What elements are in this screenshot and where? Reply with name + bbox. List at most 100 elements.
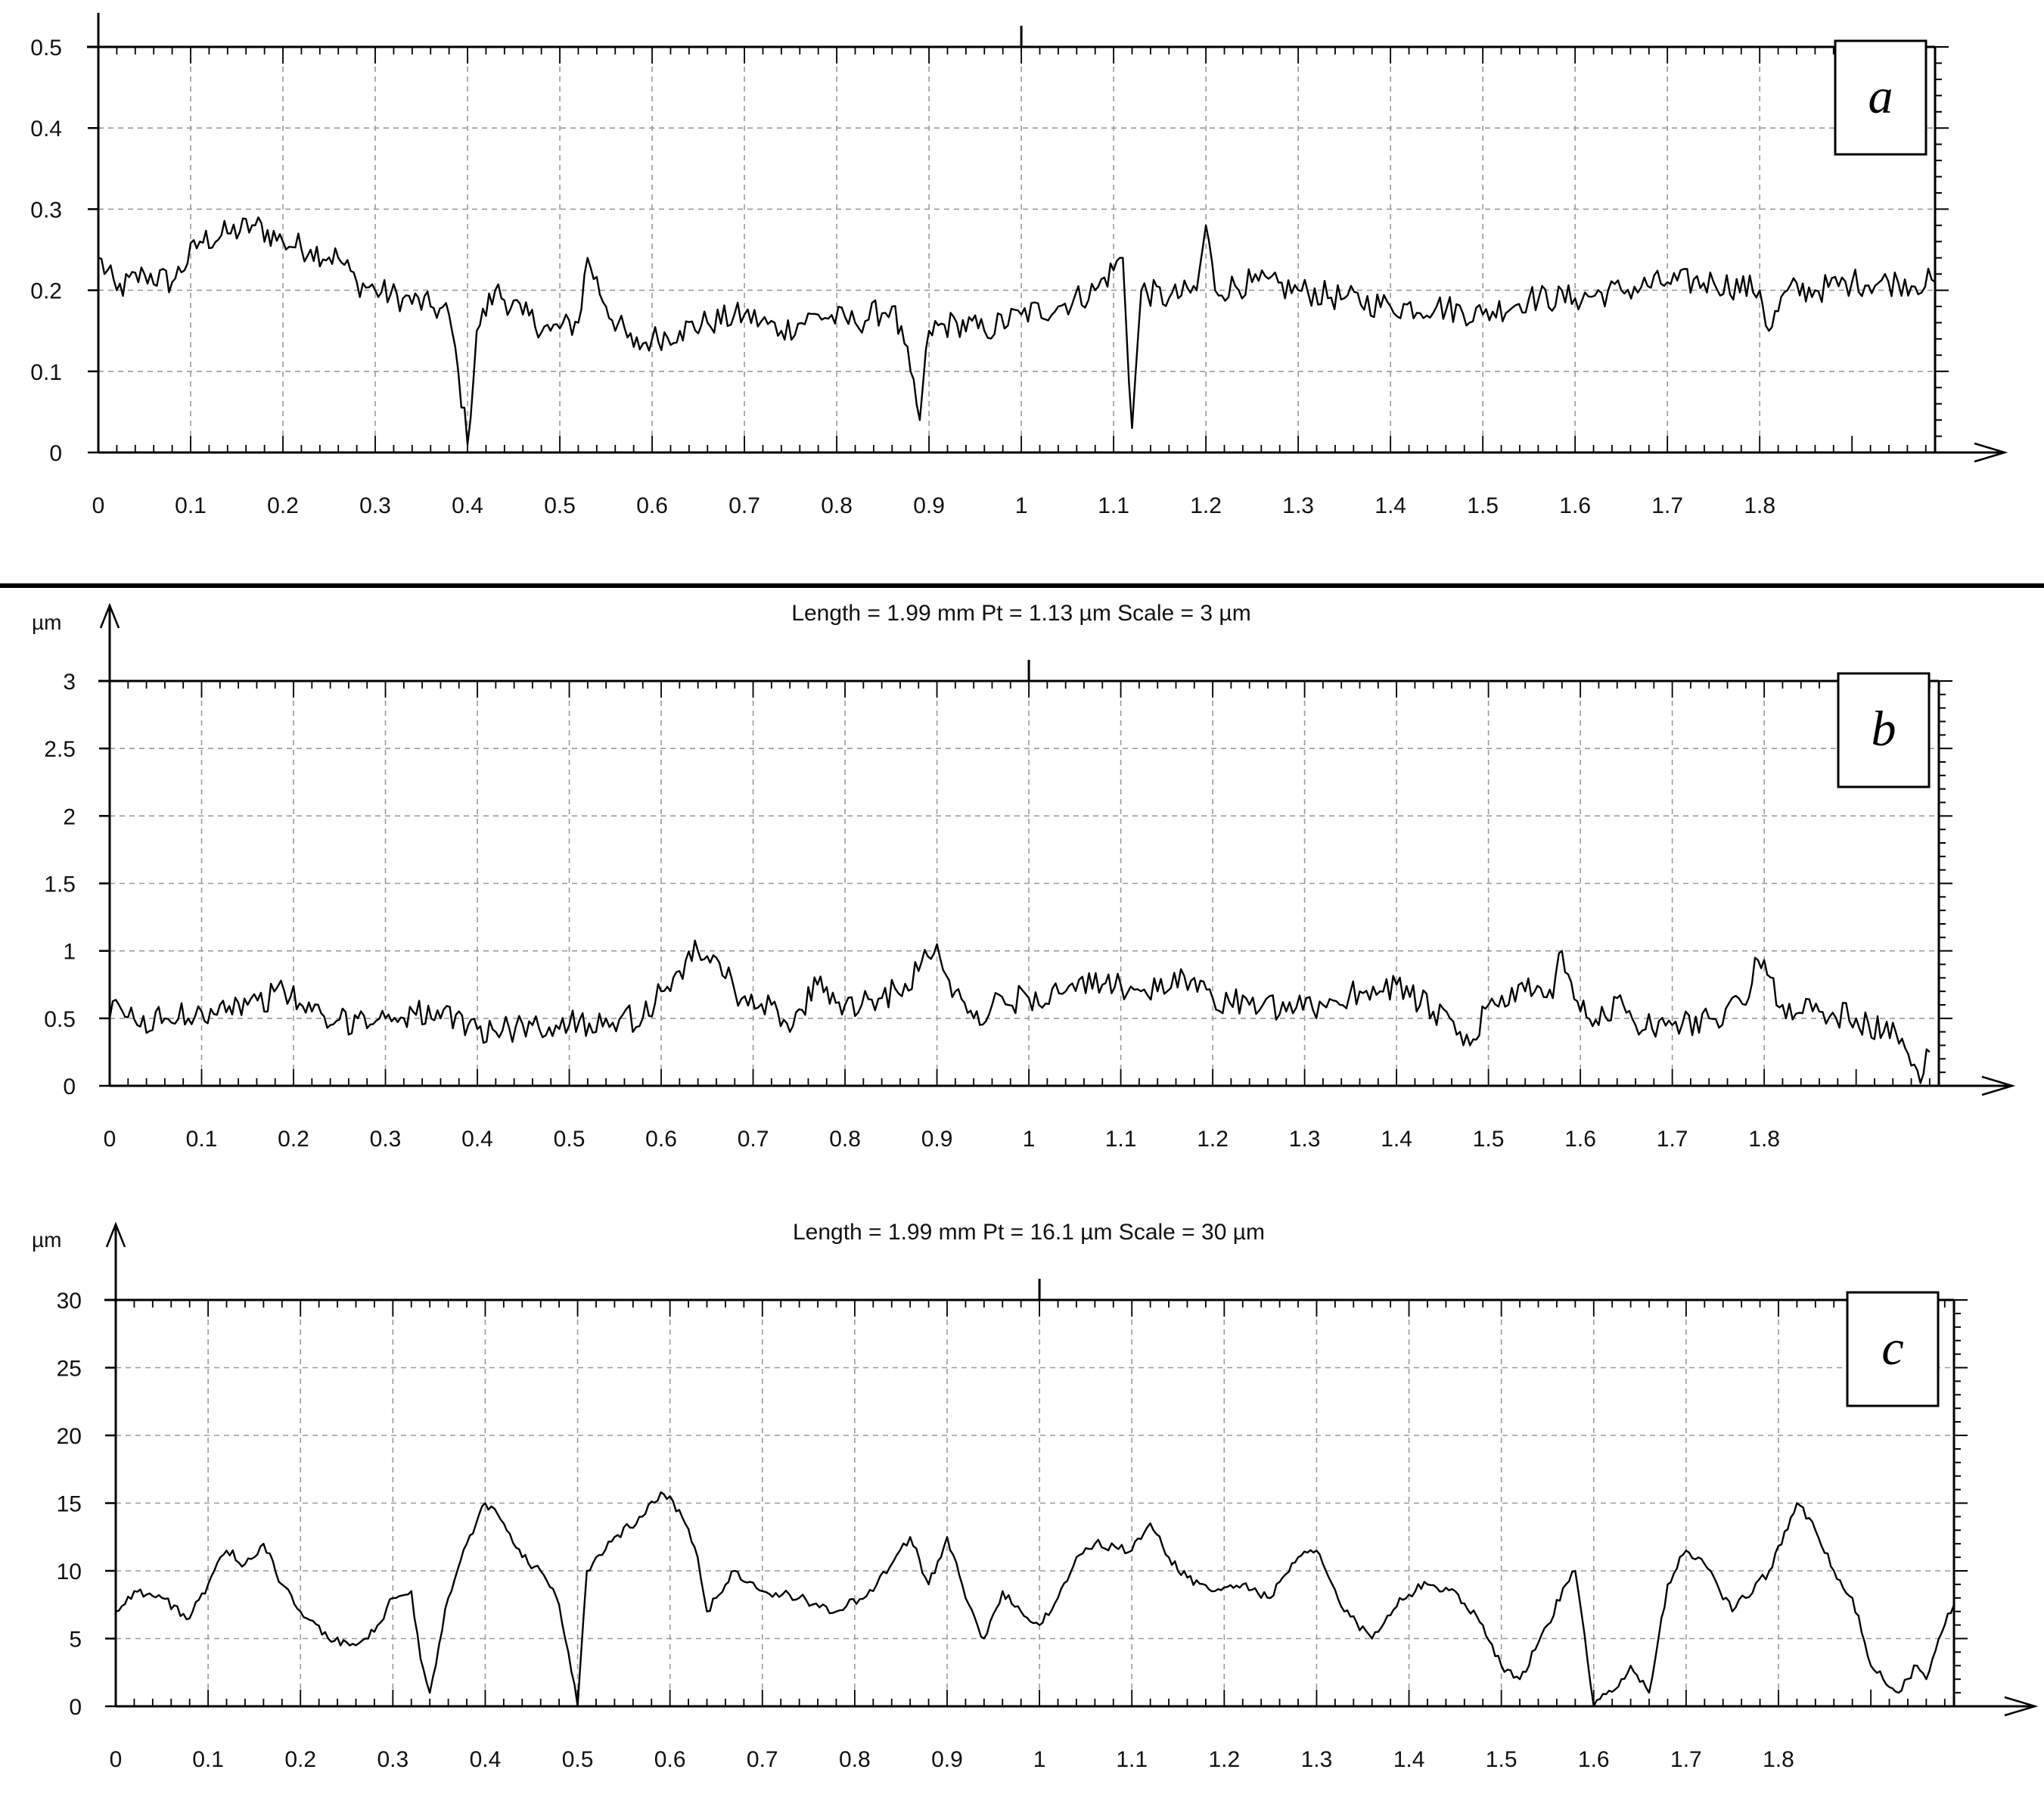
panel-c-letter-frame (1846, 1291, 1940, 1407)
panel-c-y-tick-label: 10 (57, 1559, 82, 1584)
panel-a-y-tick-label: 0.5 (30, 36, 62, 61)
panel-b-profile-line (108, 939, 1931, 1084)
panel-c-x-tick-label: 1.8 (1763, 1747, 1794, 1772)
panel-b-x-tick-label: 1.3 (1289, 1127, 1321, 1152)
panel-a-letter-frame (1834, 39, 1928, 156)
panel-a-y-tick-label: 0.2 (30, 279, 62, 304)
panel-c-x-tick-label: 0.3 (377, 1747, 408, 1772)
panel-a-y-tick-label: 0.4 (30, 117, 62, 141)
panel-a-letter: a (1868, 69, 1893, 124)
panel-a-y-ticks: 0 0.1 0.2 0.3 0.4 0.5 (30, 36, 98, 466)
panel-b-unit: µm (32, 611, 61, 634)
panel-c-y-tick-label: 25 (57, 1357, 82, 1382)
panel-a-x-tick-label: 0.3 (359, 493, 391, 518)
panel-b-y-tick-label: 0 (63, 1074, 76, 1099)
panel-b-x-tick-label: 1.8 (1748, 1127, 1780, 1152)
panel-c-letter: c (1881, 1320, 1903, 1376)
panel-c-y-tick-label: 20 (57, 1424, 82, 1449)
panel-b-x-ticks: 0 0.1 0.2 0.3 0.4 0.5 0.6 0.7 0.8 0.9 1 1.1 1.2 1.3 1.… (104, 681, 1931, 1152)
panel-c-x-tick-label: 0.6 (654, 1747, 686, 1772)
panel-b-x-tick-label: 0.7 (738, 1127, 769, 1152)
panel-b-x-arrow (1981, 1075, 2016, 1096)
panel-a-x-tick-label: 1.8 (1744, 493, 1775, 518)
panel-b-x-tick-label: 0.5 (554, 1127, 586, 1152)
panel-a-x-tick-label: 1.3 (1282, 493, 1314, 518)
panel-a-x-tick-label: 1.6 (1559, 493, 1591, 518)
panel-c-y-tick-label: 30 (57, 1289, 82, 1314)
panel-a-x-tick-label: 0.1 (175, 493, 207, 518)
panel-c-x-arrow (2004, 1696, 2039, 1717)
panel-b-y-ticks: 0 0.5 1 1.5 2 2.5 3 (44, 670, 110, 1099)
panel-c-x-tick-label: 1.3 (1301, 1747, 1333, 1772)
panel-c-x-ticks: 0 0.1 0.2 0.3 0.4 0.5 0.6 0.7 0.8 0.9 1 1.1 1.2 1.3 1.… (110, 1300, 1946, 1772)
panel-c-x-tick-label: 0.4 (470, 1747, 502, 1772)
panel-c-frame (104, 1221, 2039, 1717)
panel-a-chart: 0 0.1 0.2 0.3 0.4 0.5 0 0.1 0.2 0.3 0.4 0.5 0.6 0.7 0… (30, 13, 2008, 518)
panel-c-x-tick-label: 0 (110, 1747, 123, 1772)
panel-a-y-tick-label: 0.3 (30, 197, 62, 222)
panel-c-x-tick-label: 1.4 (1393, 1747, 1425, 1772)
panel-b-letter-box: b (1837, 672, 1931, 788)
panel-c-y-tick-label: 5 (69, 1628, 82, 1653)
panel-a-x-tick-label: 0.8 (821, 493, 853, 518)
panel-a-series (98, 216, 1936, 446)
panel-a-x-tick-label: 0.5 (544, 493, 576, 518)
panel-c-x-tick-label: 1.6 (1578, 1747, 1610, 1772)
panel-b-letter: b (1872, 701, 1896, 757)
panel-a-x-tick-label: 0.9 (913, 493, 945, 518)
panel-a-x-tick-label: 1.1 (1098, 493, 1129, 518)
panel-b-x-tick-label: 1.4 (1381, 1127, 1412, 1152)
panel-c-unit: µm (32, 1228, 61, 1252)
panel-b-x-tick-label: 0.8 (829, 1127, 861, 1152)
panel-a-y-tick-label: 0 (49, 441, 62, 466)
panel-b-x-tick-label: 0.1 (186, 1127, 218, 1152)
panel-a-y-tick-label: 0.1 (30, 360, 62, 385)
panel-b-series (108, 939, 1931, 1084)
panel-a-x-tick-label: 1.5 (1467, 493, 1499, 518)
panel-b-chart: Length = 1.99 mm Pt = 1.13 µm Scale = 3 … (32, 601, 2016, 1152)
panel-c-profile-line (115, 1491, 1955, 1708)
panel-b-y-tick-label: 1 (63, 940, 76, 965)
panel-b-x-tick-label: 0.9 (921, 1127, 953, 1152)
panel-c-x-tick-label: 0.8 (839, 1747, 871, 1772)
panel-b-x-tick-label: 1.2 (1197, 1127, 1229, 1152)
panel-c-x-tick-label: 0.7 (747, 1747, 778, 1772)
panel-b-x-tick-label: 1.7 (1657, 1127, 1688, 1152)
panel-c-letter-box: c (1846, 1291, 1940, 1407)
panel-b-grid (110, 681, 1939, 1086)
panel-b-y-tick-label: 2 (63, 804, 76, 829)
panel-c-x-tick-label: 0.2 (284, 1747, 316, 1772)
panel-b-y-tick-label: 0.5 (44, 1007, 76, 1032)
panel-a-x-arrow (1974, 442, 2008, 463)
panel-b-x-tick-label: 1.6 (1564, 1127, 1596, 1152)
panel-b-x-tick-label: 1.1 (1105, 1127, 1137, 1152)
panel-c-x-tick-label: 1.1 (1116, 1747, 1148, 1772)
panel-b-y-tick-label: 3 (63, 670, 76, 695)
panel-a-x-tick-label: 0.6 (636, 493, 668, 518)
panel-a-x-tick-label: 1.7 (1651, 493, 1683, 518)
panel-b-frame (98, 602, 2016, 1096)
panel-c-x-tick-label: 0.5 (562, 1747, 594, 1772)
panel-c-y-arrow (105, 1221, 126, 1248)
panel-a-frame (87, 13, 2008, 463)
panel-a-x-ticks: 0 0.1 0.2 0.3 0.4 0.5 0.6 0.7 0.8 0.9 1 1.1 1.2 1.3 1.… (92, 47, 1927, 518)
panel-b-letter-frame (1837, 672, 1931, 788)
panel-c-x-tick-label: 1.2 (1208, 1747, 1240, 1772)
panel-a-x-tick-label: 0.7 (728, 493, 760, 518)
panel-b-y-tick-label: 1.5 (44, 872, 76, 897)
panel-c-x-tick-label: 0.9 (931, 1747, 963, 1772)
panel-a-x-tick-label: 0.2 (267, 493, 299, 518)
panel-c-series (115, 1491, 1955, 1708)
panel-b-x-tick-label: 1 (1023, 1127, 1036, 1152)
panel-c-chart: Length = 1.99 mm Pt = 16.1 µm Scale = 30… (32, 1220, 2039, 1772)
panel-a-profile-line (98, 216, 1936, 446)
panel-c-x-tick-label: 1 (1033, 1747, 1046, 1772)
panel-b-x-tick-label: 0.3 (370, 1127, 402, 1152)
panel-b-x-tick-label: 0.4 (461, 1127, 493, 1152)
panel-c-x-tick-label: 0.1 (192, 1747, 224, 1772)
panel-a-x-tick-label: 1.2 (1190, 493, 1222, 518)
panel-b-header: Length = 1.99 mm Pt = 1.13 µm Scale = 3 … (791, 601, 1250, 626)
panel-c-x-tick-label: 1.7 (1670, 1747, 1702, 1772)
panel-a-grid (98, 47, 1935, 452)
